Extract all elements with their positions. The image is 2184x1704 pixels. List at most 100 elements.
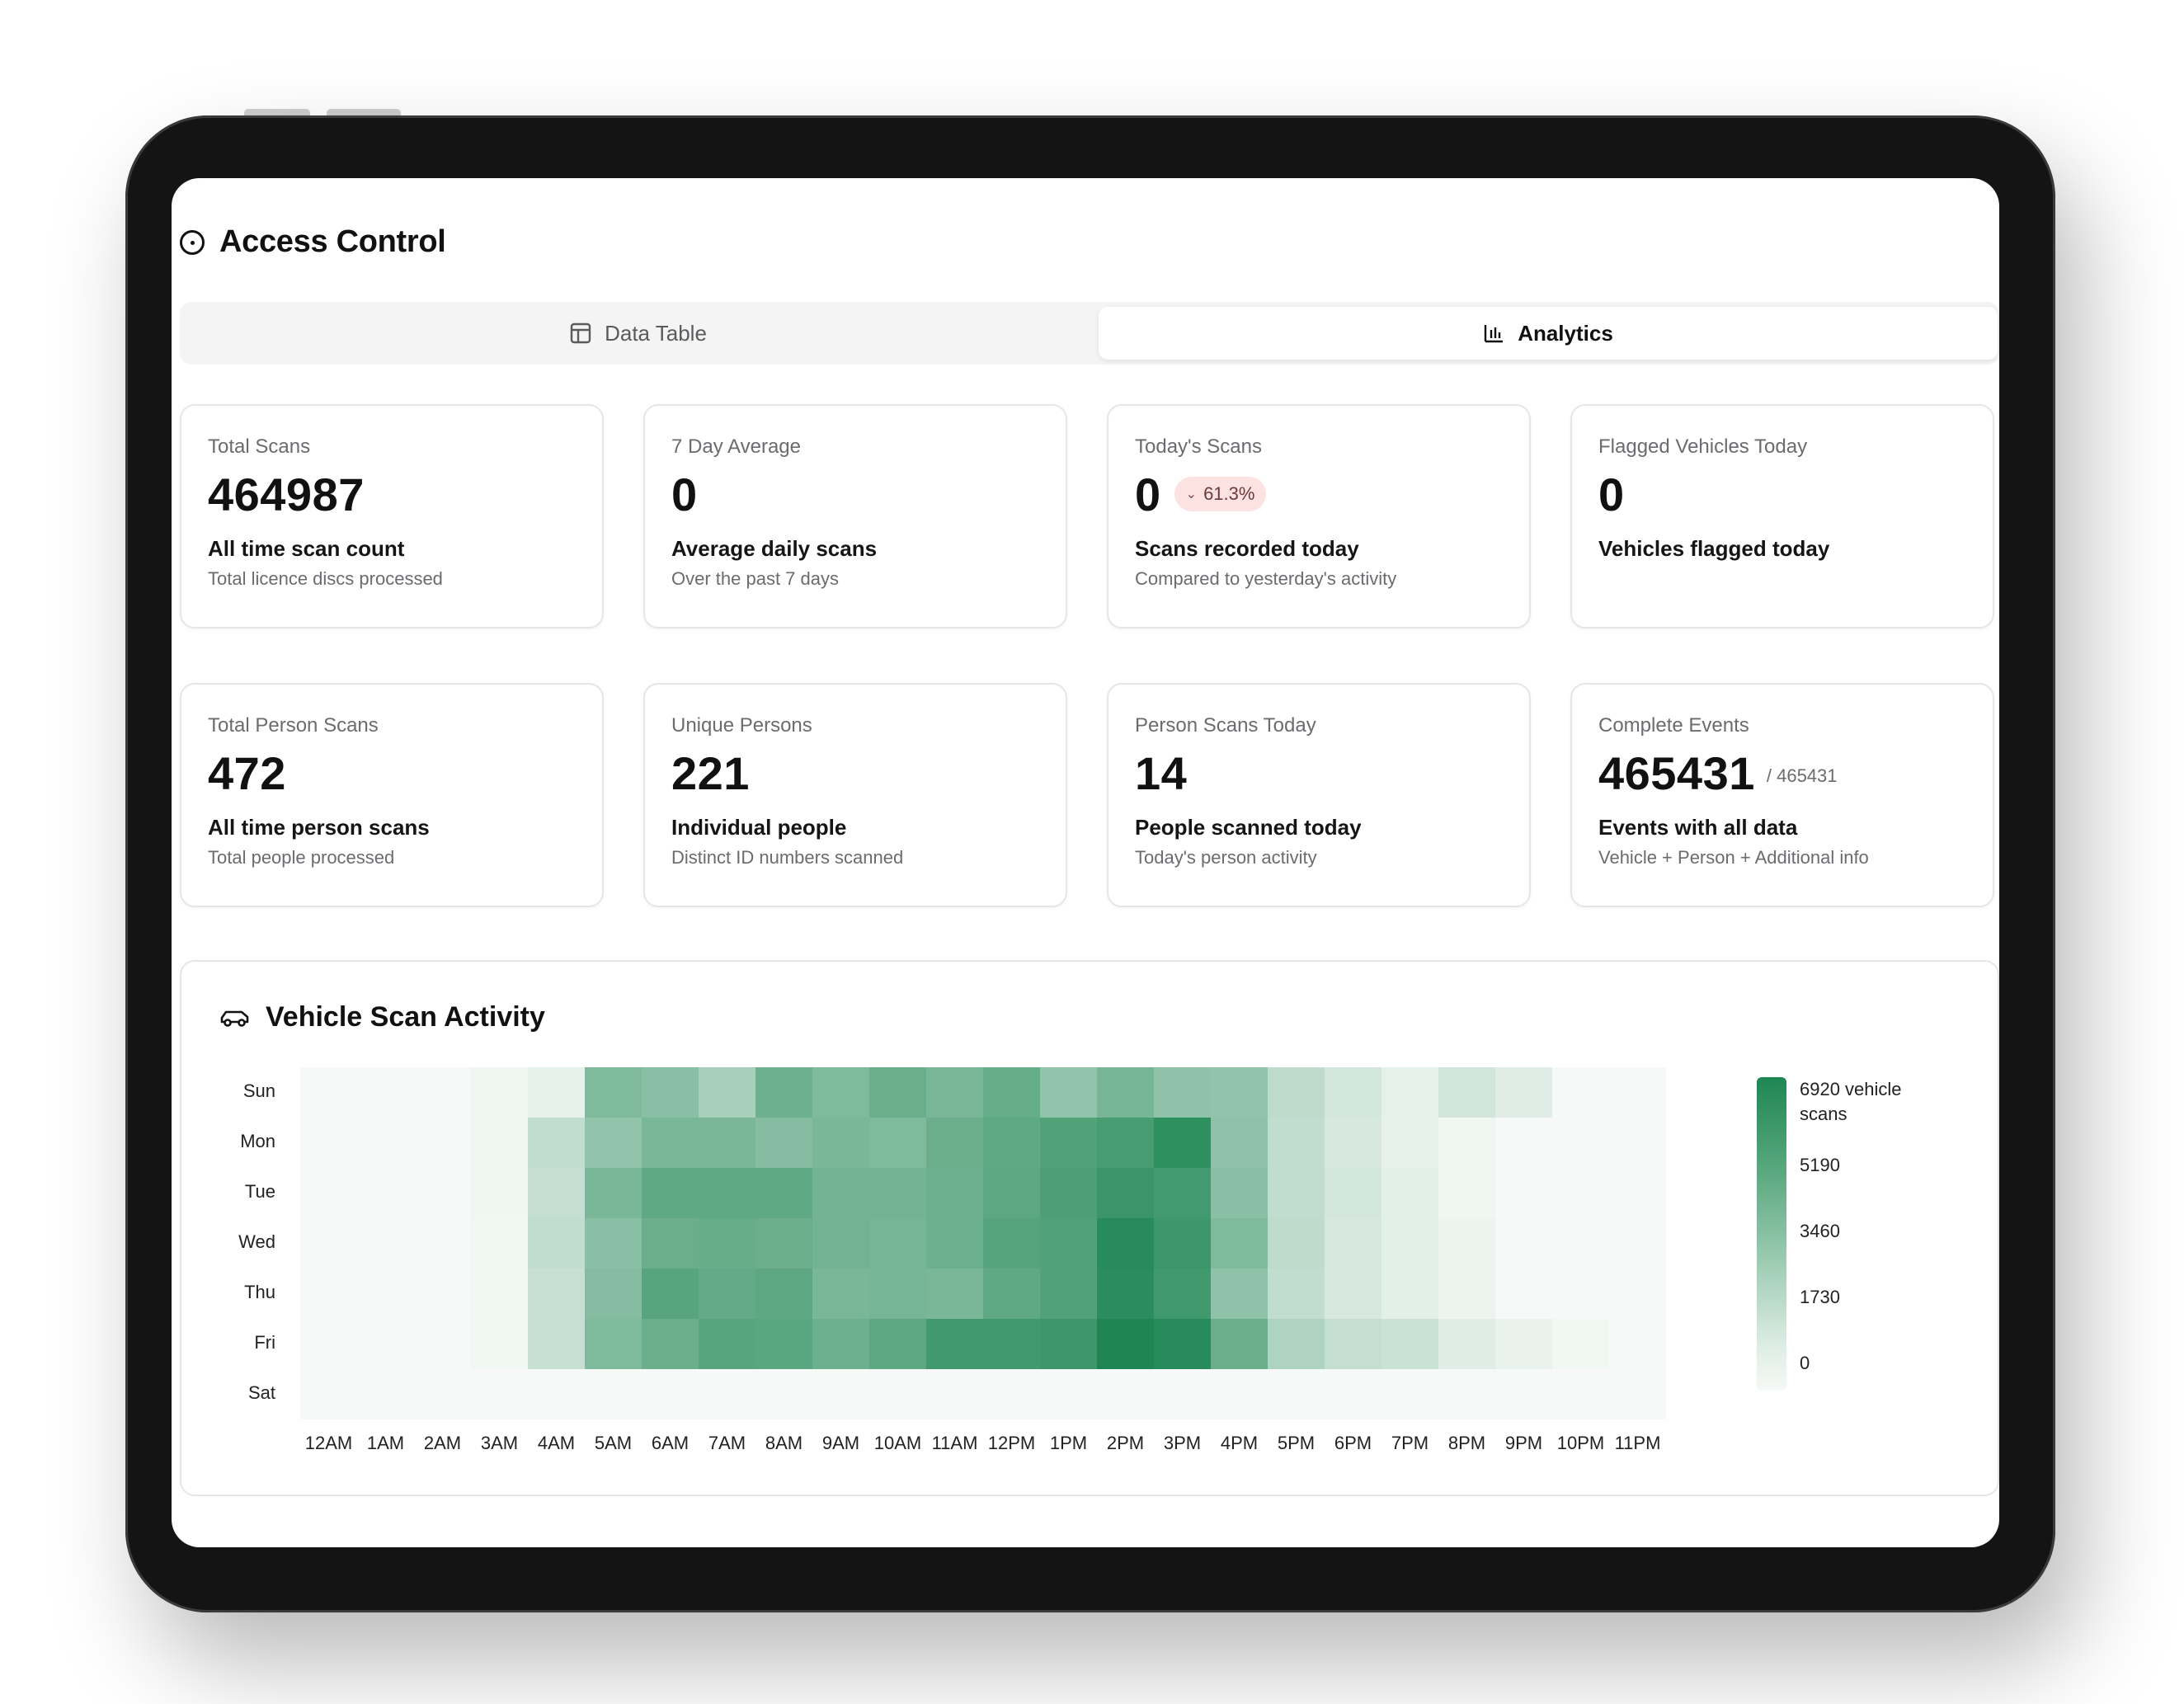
heatmap-cell [300,1319,357,1369]
heatmap-cell [1268,1319,1325,1369]
stat-card-7-day-average: 7 Day Average 0 Average daily scans Over… [643,404,1067,628]
heatmap-cell [1325,1218,1381,1269]
stat-subtitle: People scanned today [1135,815,1362,840]
heatmap-cell [357,1269,414,1319]
heatmap-cell [414,1218,471,1269]
heatmap-cell [1495,1118,1552,1168]
heatmap-cell [1609,1067,1666,1118]
heatmap-cell [471,1118,528,1168]
legend-tick: 3460 [1800,1221,1840,1241]
heatmap-cell [1211,1067,1268,1118]
heatmap-cell [585,1269,642,1319]
heatmap-cell [1097,1168,1154,1218]
tab-data-table[interactable]: Data Table [185,307,1092,360]
heatmap-cell [1381,1118,1438,1168]
stat-description: Distinct ID numbers scanned [671,847,904,868]
heatmap-cell [471,1369,528,1419]
heatmap-cell [528,1369,585,1419]
heatmap-cell [528,1168,585,1218]
heatmap-hour-label: 6PM [1334,1433,1372,1453]
heatmap-cell [1552,1269,1609,1319]
heatmap-cell [1609,1218,1666,1269]
heatmap-cell [1268,1369,1325,1419]
heatmap-cell [414,1168,471,1218]
heatmap-cell [528,1067,585,1118]
heatmap-cell [755,1118,812,1168]
heatmap-cell [1268,1067,1325,1118]
heatmap-cell [699,1118,755,1168]
heatmap-day-label: Tue [244,1181,275,1202]
stat-label: 7 Day Average [671,435,801,458]
heatmap-hour-label: 9AM [821,1433,860,1453]
heatmap-hour-label: 11PM [1614,1433,1661,1453]
stat-subtitle: Events with all data [1598,815,1798,840]
heatmap-cell [1154,1369,1211,1419]
heatmap-cell [1097,1218,1154,1269]
heatmap-cell [812,1269,869,1319]
heatmap-day-label: Thu [244,1282,275,1302]
heatmap-cell [983,1269,1040,1319]
heatmap-cell [642,1369,699,1419]
heatmap-cell [414,1067,471,1118]
heatmap-cell [585,1218,642,1269]
heatmap-hour-label: 12AM [304,1433,353,1453]
heatmap-cell [1097,1067,1154,1118]
heatmap-hour-label: 8AM [765,1433,803,1453]
stat-card-person-scans-today: Person Scans Today 14 People scanned tod… [1107,683,1531,907]
heatmap-cell [1325,1118,1381,1168]
stat-description: Compared to yesterday's activity [1135,568,1397,589]
heatmap-cell [1040,1319,1097,1369]
heatmap-cell [300,1168,357,1218]
heatmap-cell [642,1269,699,1319]
heatmap-cell [1438,1319,1495,1369]
heatmap-cell [1438,1118,1495,1168]
heatmap-cell [300,1218,357,1269]
heatmap-cell [926,1067,983,1118]
heatmap-cell [755,1067,812,1118]
heatmap-cell [1097,1319,1154,1369]
heatmap-cell [471,1218,528,1269]
heatmap-cell [1154,1319,1211,1369]
stat-subtitle: All time person scans [208,815,430,840]
stat-label: Total Scans [208,435,311,458]
heatmap-cell [1040,1369,1097,1419]
heatmap-cell [1609,1168,1666,1218]
stat-description: Over the past 7 days [671,568,839,589]
heatmap-cell [1495,1168,1552,1218]
stat-label: Flagged Vehicles Today [1598,435,1808,458]
heatmap-cell [983,1218,1040,1269]
heatmap-hour-label: 7AM [708,1433,746,1453]
tab-data-table-label: Data Table [605,320,707,346]
heatmap-cell [1552,1218,1609,1269]
heatmap-cell [699,1067,755,1118]
heatmap-cell [1609,1369,1666,1419]
heatmap-cell [1154,1118,1211,1168]
stat-subtitle: All time scan count [208,536,405,561]
stat-card-todays-scans: Today's Scans 0 ⌄ 61.3% Scans recorded t… [1107,404,1531,628]
heatmap-cell [642,1118,699,1168]
heatmap-cell [1552,1369,1609,1419]
heatmap-cell [528,1118,585,1168]
heatmap-cell [699,1319,755,1369]
heatmap-cell [1381,1168,1438,1218]
chevron-down-icon: ⌄ [1185,487,1198,501]
stat-subtitle: Vehicles flagged today [1598,536,1830,561]
heatmap-cell [812,1218,869,1269]
stat-label: Today's Scans [1135,435,1262,458]
heatmap-legend-bar [1757,1077,1786,1391]
device-top-button-left [244,109,310,117]
legend-tick: 0 [1800,1353,1810,1373]
heatmap-day-label: Fri [254,1332,275,1353]
heatmap-cell [1609,1319,1666,1369]
stat-subtitle: Individual people [671,815,847,840]
heatmap-cell [642,1168,699,1218]
heatmap-cell [869,1168,926,1218]
tab-analytics[interactable]: Analytics [1099,307,1998,360]
heatmap-hour-label: 10PM [1556,1433,1605,1453]
view-tabs: Data Table Analytics [180,302,1999,365]
heatmap-cell [1268,1269,1325,1319]
heatmap-cell [471,1168,528,1218]
heatmap-cell [585,1369,642,1419]
legend-tick: 1730 [1800,1287,1840,1307]
tab-analytics-label: Analytics [1518,320,1613,346]
